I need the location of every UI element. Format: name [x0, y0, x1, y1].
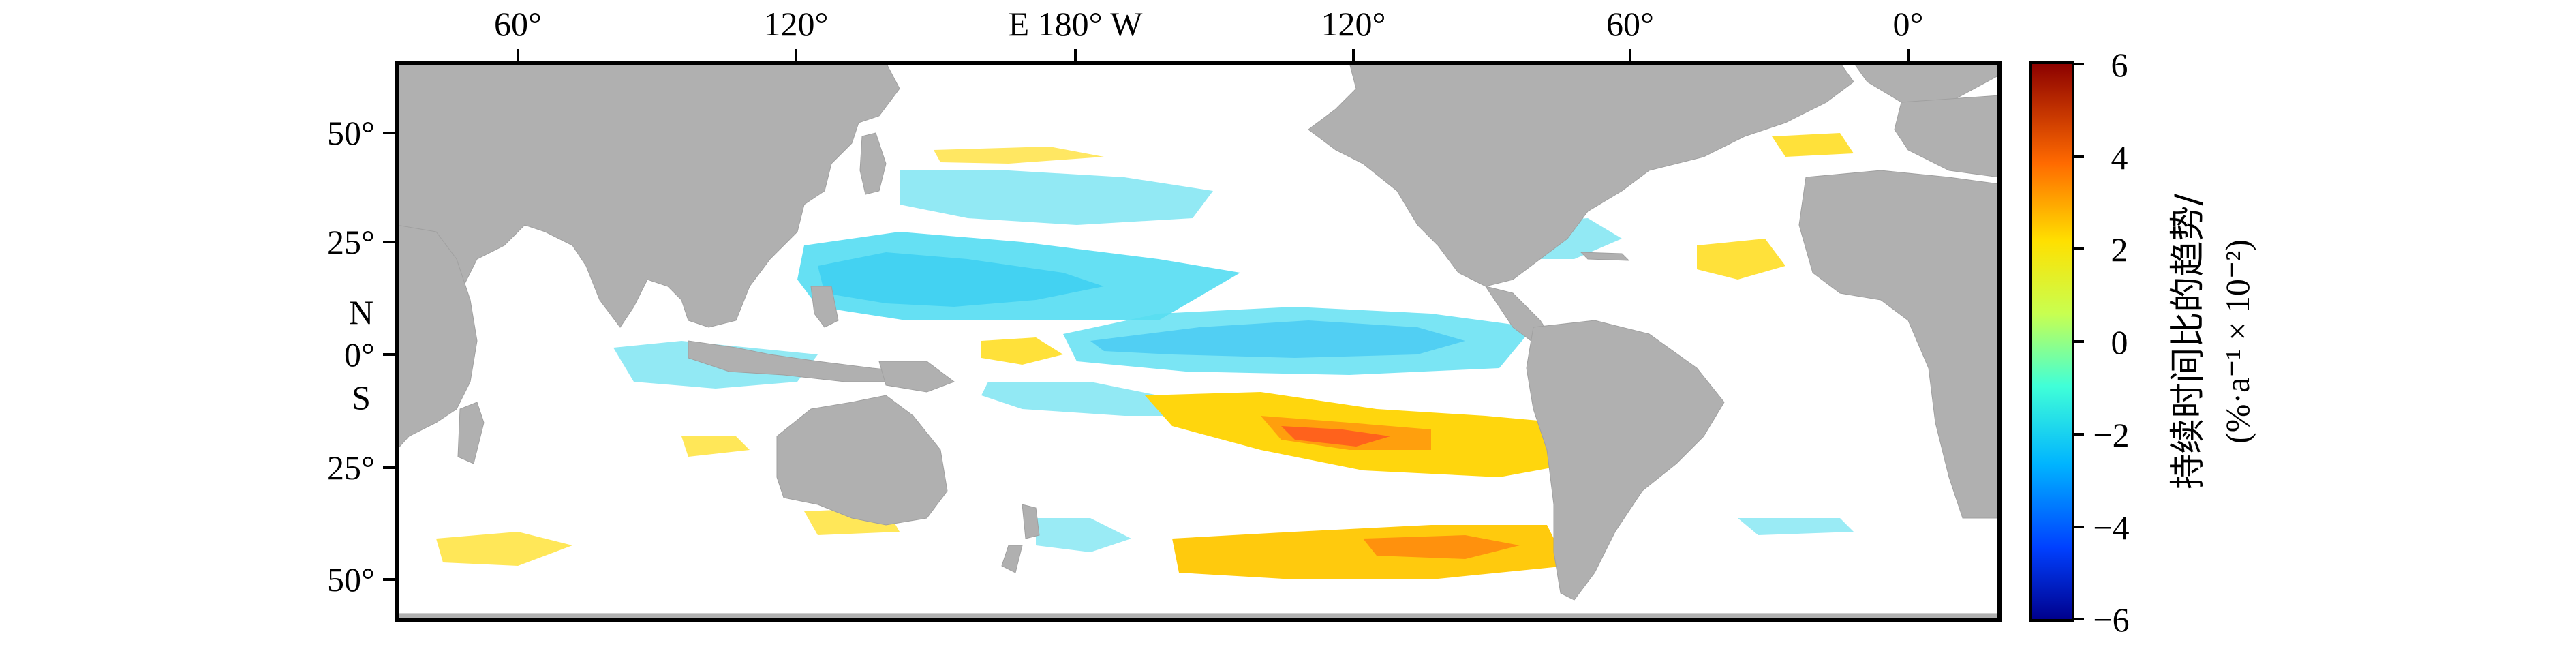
- tropical-pacific-positive-patch: [981, 337, 1063, 365]
- left-label-n: N: [349, 293, 373, 331]
- top-axis-labels: 60° 120° E 180° W 120° 60° 0°: [494, 5, 1924, 43]
- new-zealand-islands: [1001, 504, 1040, 573]
- atlantic-positive-patch: [1697, 239, 1785, 280]
- equatorial-pacific-negative-outer: [1063, 307, 1533, 375]
- left-label-50s: 50°: [327, 560, 375, 599]
- europe-landmass: [1894, 95, 1999, 178]
- top-label-120e: 120°: [764, 5, 829, 43]
- top-label-60w: 60°: [1606, 5, 1654, 43]
- positive-trend-patches: [436, 133, 1854, 579]
- top-axis: [517, 49, 1910, 63]
- colorbar-label-neg6: −6: [2093, 601, 2129, 639]
- map-frame: [395, 61, 2002, 622]
- map-panel: [397, 63, 1999, 620]
- colorbar-ticks: [2073, 63, 2084, 620]
- madagascar-island: [457, 402, 485, 464]
- south-pacific-positive-band-core: [1363, 535, 1520, 559]
- colorbar-label-2: 2: [2111, 230, 2128, 269]
- colorbar-label-neg4: −4: [2093, 509, 2129, 547]
- left-label-50n: 50°: [327, 114, 375, 152]
- colorbar-label-6: 6: [2111, 46, 2128, 84]
- colorbar-units: (%·a⁻¹ × 10⁻²): [2218, 239, 2256, 444]
- left-axis-labels: 50° 25° N 0° S 25° 50°: [327, 114, 375, 599]
- north-pacific-negative-patch: [900, 170, 1213, 225]
- colorbar-label-0: 0: [2111, 323, 2128, 361]
- colorbar-label-neg2: −2: [2093, 416, 2129, 454]
- left-label-25n: 25°: [327, 223, 375, 261]
- left-label-25s: 25°: [327, 449, 375, 487]
- west-pacific-negative-outer: [797, 232, 1240, 320]
- land-layer: [397, 63, 1999, 620]
- top-label-180: E 180° W: [1009, 5, 1144, 43]
- north-atlantic-positive-patch: [1772, 133, 1854, 157]
- indian-ocean-positive-patch: [436, 532, 572, 566]
- colorbar-gradient: [2029, 61, 2074, 622]
- south-ocean-negative-patch: [1036, 518, 1131, 552]
- new-guinea-island: [878, 361, 955, 393]
- north-america-landmass: [1308, 63, 1854, 287]
- north-pacific-positive-strip: [934, 147, 1104, 164]
- colorbar-tick-labels: 6 4 2 0 −2 −4 −6: [2093, 46, 2129, 639]
- left-label-0: 0°: [344, 335, 375, 374]
- caribbean-islands: [1580, 252, 1630, 261]
- southeast-pacific-positive-hot: [1281, 426, 1390, 447]
- japan-islands: [859, 132, 887, 195]
- philippines-islands: [810, 286, 839, 328]
- australia-landmass: [776, 395, 948, 526]
- eurasia-landmass: [397, 63, 900, 328]
- left-axis: [383, 132, 397, 581]
- south-indian-positive-patch: [681, 436, 750, 457]
- south-atlantic-negative-patch: [1738, 518, 1854, 535]
- colorbar-title: 持续时间比的趋势/: [2168, 194, 2209, 489]
- top-label-120w: 120°: [1321, 5, 1386, 43]
- colorbar-label-4: 4: [2111, 138, 2128, 177]
- africa-landmass: [397, 224, 478, 451]
- africa-west-landmass: [1798, 170, 1999, 519]
- south-america-landmass: [1526, 320, 1725, 601]
- top-label-60e: 60°: [494, 5, 542, 43]
- colorbar: 6 4 2 0 −2 −4 −6 持续时间比的趋势/ (%·a⁻¹ × 10⁻²…: [2029, 46, 2256, 639]
- left-label-s: S: [352, 378, 371, 417]
- top-label-0: 0°: [1893, 5, 1924, 43]
